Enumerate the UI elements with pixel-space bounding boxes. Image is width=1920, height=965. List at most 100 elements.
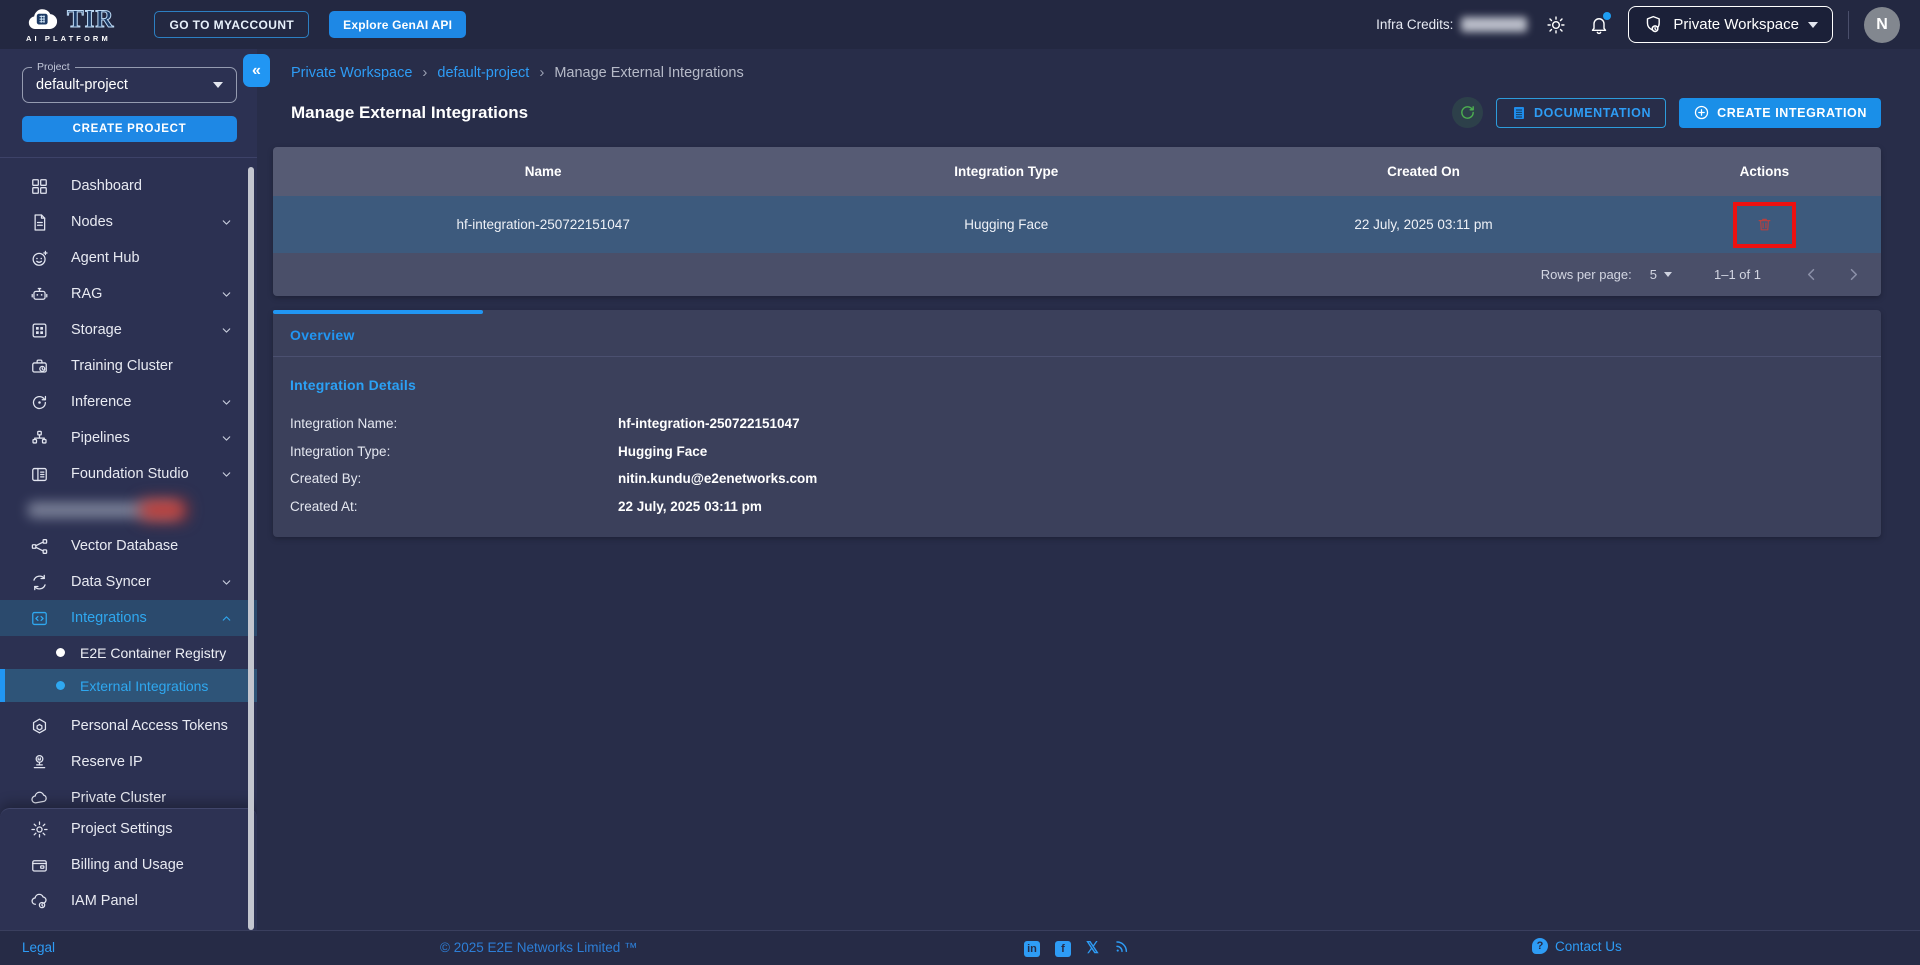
avatar[interactable]: N [1864,6,1900,43]
sidebar-item-label: External Integrations [80,677,209,694]
sidebar-subitem-external-integrations[interactable]: External Integrations [0,669,257,702]
brand-logo[interactable]: TIR AI PLATFORM [26,7,114,43]
sidebar-item-redacted[interactable] [0,492,257,528]
overview-panel: Overview Integration Details Integration… [273,310,1881,537]
sidebar-item-inference[interactable]: Inference [0,384,257,420]
go-to-myaccount-button[interactable]: GO TO MYACCOUNT [154,11,310,38]
rows-per-page-value: 5 [1649,267,1657,282]
chevron-down-icon [213,82,223,88]
chevron-down-icon [220,432,233,445]
detail-row-integration-type: Integration Type: Hugging Face [290,438,1864,466]
sidebar-scrollbar[interactable] [248,167,254,930]
infra-credits-label: Infra Credits: [1376,17,1454,32]
sidebar-item-label: Nodes [71,214,113,230]
copyright-text: © 2025 E2E Networks Limited ™ [440,940,638,955]
sidebar-item-agent-hub[interactable]: Agent Hub [0,240,257,276]
sidebar-item-training-cluster[interactable]: Training Cluster [0,348,257,384]
sidebar-item-project-settings[interactable]: Project Settings [0,811,257,847]
trash-icon [1758,218,1771,231]
workspace-selector[interactable]: Private Workspace [1628,6,1833,43]
sidebar-item-pipelines[interactable]: Pipelines [0,420,257,456]
create-integration-button[interactable]: CREATE INTEGRATION [1679,97,1881,128]
brand-title: TIR [66,6,115,34]
sidebar-item-vector-database[interactable]: Vector Database [0,528,257,564]
refresh-button[interactable] [1452,97,1484,128]
column-header-created-on[interactable]: Created On [1387,164,1460,179]
sidebar-item-label: Agent Hub [71,250,140,266]
sidebar-item-foundation-studio[interactable]: Foundation Studio [0,456,257,492]
detail-label: Integration Type: [290,443,391,459]
rss-icon[interactable] [1114,938,1130,959]
rows-per-page-label: Rows per page: [1540,267,1632,282]
next-page-button[interactable] [1839,261,1867,289]
sidebar-subitem-e2e-container-registry[interactable]: E2E Container Registry [0,636,257,669]
linkedin-icon[interactable]: in [1024,940,1040,957]
cell-created-on: 22 July, 2025 03:11 pm [1354,217,1493,232]
contact-us-link[interactable]: ? Contact Us [1532,938,1622,954]
chevron-down-icon [220,468,233,481]
sidebar-item-private-cluster[interactable]: Private Cluster [0,780,257,816]
chevron-right-icon [1850,268,1857,281]
tir-cloud-logo-icon [28,8,58,29]
chevron-down-icon [220,576,233,589]
sidebar-item-label: Data Syncer [71,574,151,590]
footer: Legal © 2025 E2E Networks Limited ™ in f… [0,930,1920,965]
delete-integration-button[interactable] [1747,208,1781,242]
detail-row-created-by: Created By: nitin.kundu@e2enetworks.com [290,465,1864,493]
chevron-down-icon [1808,21,1818,28]
infra-credits: Infra Credits: [1376,17,1528,32]
sidebar-item-data-syncer[interactable]: Data Syncer [0,564,257,600]
sidebar-item-personal-access-tokens[interactable]: Personal Access Tokens [0,708,257,744]
notifications-button[interactable] [1585,11,1613,39]
sidebar-item-reserve-ip[interactable]: Reserve IP [0,744,257,780]
breadcrumb-private-workspace[interactable]: Private Workspace [291,64,413,81]
topbar-divider [1848,10,1849,39]
cloud-lock-icon [31,893,47,908]
plus-circle-icon [1694,105,1709,120]
sidebar-item-integrations[interactable]: Integrations [0,600,257,636]
sidebar-item-rag[interactable]: RAG [0,276,257,312]
explore-genai-api-button[interactable]: Explore GenAI API [329,11,467,38]
breadcrumb-default-project[interactable]: default-project [437,64,530,81]
rows-per-page-select[interactable]: 5 [1650,267,1672,282]
tab-strip: Overview [273,310,1881,357]
breadcrumb: Private Workspace › default-project › Ma… [291,64,744,81]
sync-icon [33,574,46,590]
theme-toggle-button[interactable] [1542,11,1570,39]
sidebar-item-label: Billing and Usage [71,857,184,873]
facebook-icon[interactable]: f [1055,940,1071,957]
breadcrumb-separator: › [422,64,428,81]
previous-page-button[interactable] [1797,261,1825,289]
legal-link[interactable]: Legal [22,940,56,955]
cell-integration-type: Hugging Face [964,217,1049,232]
detail-value: 22 July, 2025 03:11 pm [618,498,762,514]
sidebar-item-nodes[interactable]: Nodes [0,204,257,240]
table-pagination: Rows per page: 5 1–1 of 1 [273,253,1881,296]
tab-overview[interactable]: Overview [290,327,355,343]
active-tab-indicator [273,310,483,314]
briefcase-clock-icon [32,359,47,373]
sidebar-item-label: Reserve IP [71,754,143,770]
project-select[interactable]: Project default-project [22,61,237,103]
column-header-name[interactable]: Name [524,164,562,179]
breadcrumb-current: Manage External Integrations [554,64,744,81]
chevron-up-icon [220,612,233,625]
table-row[interactable]: hf-integration-250722151047 Hugging Face… [273,196,1881,253]
column-header-integration-type[interactable]: Integration Type [954,164,1059,179]
brand-subtitle: AI PLATFORM [26,33,111,43]
sidebar-item-billing-and-usage[interactable]: Billing and Usage [0,847,257,883]
chevron-left-icon [1807,268,1814,281]
sidebar-nav: Dashboard Nodes Agent Hub RAG Storage Tr… [0,158,257,816]
dashboard-icon [32,178,47,194]
infra-credits-value-redacted [1461,17,1528,32]
x-twitter-icon[interactable]: 𝕏 [1086,939,1099,957]
sidebar-item-iam-panel[interactable]: IAM Panel [0,883,257,919]
documentation-button[interactable]: DOCUMENTATION [1496,97,1667,128]
sidebar-item-dashboard[interactable]: Dashboard [0,168,257,204]
inference-cycle-icon [32,395,47,409]
sidebar-collapse-button[interactable]: « [243,54,270,87]
detail-label: Created By: [290,471,362,487]
sidebar-item-storage[interactable]: Storage [0,312,257,348]
gear-icon [31,820,48,838]
create-project-button[interactable]: CREATE PROJECT [22,116,237,142]
